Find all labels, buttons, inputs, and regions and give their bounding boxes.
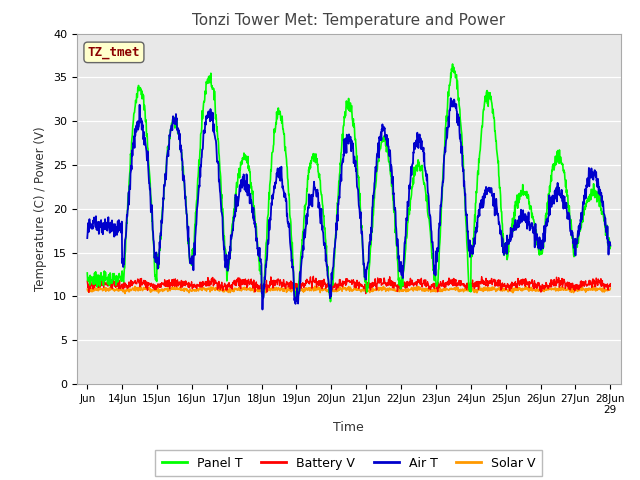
X-axis label: Time: Time [333,421,364,434]
Legend: Panel T, Battery V, Air T, Solar V: Panel T, Battery V, Air T, Solar V [156,450,542,476]
Y-axis label: Temperature (C) / Power (V): Temperature (C) / Power (V) [35,127,47,291]
Title: Tonzi Tower Met: Temperature and Power: Tonzi Tower Met: Temperature and Power [192,13,506,28]
Text: TZ_tmet: TZ_tmet [88,46,140,59]
